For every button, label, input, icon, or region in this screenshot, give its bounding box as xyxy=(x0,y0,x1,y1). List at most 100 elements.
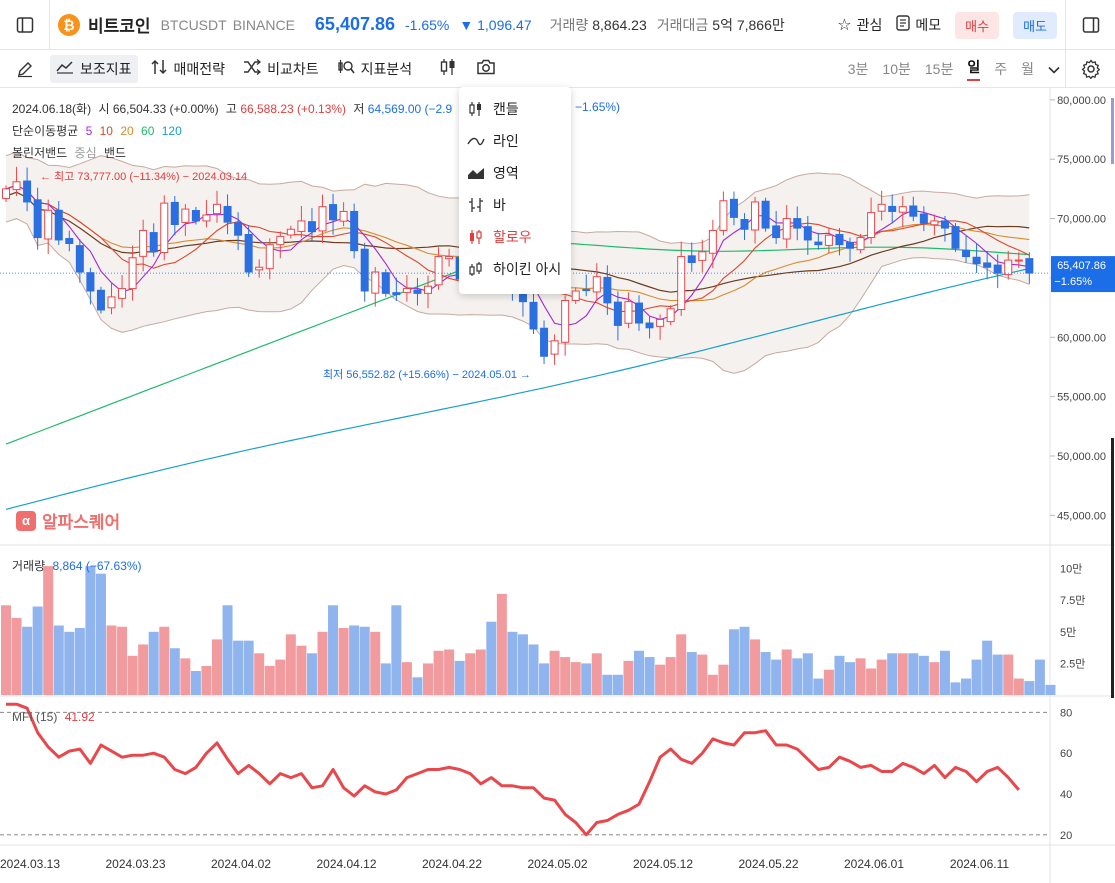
date-tick-label: 2024.04.02 xyxy=(211,857,271,871)
buy-button[interactable]: 매수 xyxy=(955,11,1000,39)
indicator-button[interactable]: 보조지표 xyxy=(50,54,138,83)
ma-60: 60 xyxy=(141,124,155,138)
chart-type-button[interactable] xyxy=(432,54,464,84)
bollinger-lower-line xyxy=(5,218,1030,374)
chart-type-bar[interactable]: 바 xyxy=(459,189,571,221)
candle-body xyxy=(708,229,717,254)
indicator-label: 보조지표 xyxy=(80,60,132,77)
candle-icon xyxy=(467,101,485,117)
legend-open-label: 시 xyxy=(98,102,110,116)
chart-type-hollow[interactable]: 할로우 xyxy=(459,221,571,253)
candle-body xyxy=(339,210,348,222)
volume-bar xyxy=(106,625,117,695)
volume-bar xyxy=(707,674,718,695)
bb-legend[interactable]: 볼린저밴드 중심 밴드 xyxy=(12,144,126,161)
chart-type-area[interactable]: 영역 xyxy=(459,157,571,189)
candle-body xyxy=(983,262,992,268)
watch-label: 관심 xyxy=(856,17,883,33)
price-tick-label: 60,000.00 xyxy=(1057,332,1106,344)
watermark-text: 알파스퀘어 xyxy=(42,513,121,532)
volume-bar xyxy=(939,650,950,695)
volume-bar xyxy=(74,628,85,695)
volume-bar xyxy=(159,626,170,695)
candle-body xyxy=(276,235,285,246)
volume-bar xyxy=(1013,678,1024,695)
memo-button[interactable]: 메모 xyxy=(896,14,941,36)
right-panel-toggle-icon[interactable] xyxy=(1065,0,1115,50)
candle-body xyxy=(772,225,781,239)
date-tick-label: 2024.04.22 xyxy=(422,857,482,871)
volume-bar xyxy=(486,621,497,695)
volume-bar xyxy=(306,653,317,695)
volume-bar xyxy=(623,660,634,695)
candle-body xyxy=(972,256,981,265)
candle-body xyxy=(919,213,928,224)
candle-body xyxy=(930,220,939,226)
candle-body xyxy=(413,289,422,294)
screenshot-button[interactable] xyxy=(470,55,502,83)
volume-bar xyxy=(686,652,697,695)
volume-bar xyxy=(1045,684,1056,695)
interval-week[interactable]: 주 xyxy=(994,61,1008,77)
settings-gear-icon[interactable] xyxy=(1065,50,1115,88)
analysis-button[interactable]: 지표분석 xyxy=(331,55,419,83)
chevron-down-icon[interactable] xyxy=(1048,61,1060,77)
volume-bar xyxy=(32,606,43,695)
ma-legend[interactable]: 단순이동평균 5 10 20 60 120 xyxy=(12,122,182,139)
volume-bar xyxy=(634,650,644,695)
interval-15m[interactable]: 15분 xyxy=(924,61,954,77)
interval-3m[interactable]: 3분 xyxy=(847,61,869,77)
candle-body xyxy=(65,238,74,244)
volume-bar xyxy=(243,640,254,695)
strategy-button[interactable]: 매매전략 xyxy=(144,55,232,83)
chart-type-heikin-ashi[interactable]: 하이킨 아시 xyxy=(459,253,571,285)
price-tick-label: 55,000.00 xyxy=(1057,392,1106,404)
volume-tick-label: 5만 xyxy=(1060,626,1076,639)
coin-name[interactable]: 비트코인 xyxy=(88,17,151,36)
volume-bar xyxy=(802,653,813,695)
candle-body xyxy=(181,208,190,223)
candle-body xyxy=(824,234,833,246)
volume-bar xyxy=(866,668,877,695)
interval-10m[interactable]: 10분 xyxy=(882,61,911,77)
volume-bar xyxy=(401,662,412,695)
sell-button[interactable]: 매도 xyxy=(1013,11,1057,39)
volume-bar xyxy=(148,631,159,695)
volume-bar xyxy=(570,662,581,695)
volume-bar xyxy=(53,625,64,695)
sidebar-toggle-icon[interactable] xyxy=(0,0,50,50)
current-price-tag-value: 65,407.86 xyxy=(1057,260,1106,272)
analysis-icon xyxy=(337,59,355,79)
volume-bar xyxy=(370,631,381,695)
compare-button[interactable]: 비교차트 xyxy=(237,55,325,83)
candle-body xyxy=(392,292,401,296)
volume-bar xyxy=(992,654,1003,695)
date-tick-label: 2024.06.01 xyxy=(844,857,904,871)
shuffle-icon xyxy=(243,58,262,79)
interval-day[interactable]: 일 xyxy=(967,57,981,81)
volume-bar xyxy=(1024,681,1035,695)
candle-body xyxy=(318,206,327,232)
candle-body xyxy=(86,272,95,292)
ma-label: 단순이동평균 xyxy=(12,124,79,138)
candle-body xyxy=(761,200,770,229)
volume-bar xyxy=(961,678,972,695)
candle-body xyxy=(371,271,380,294)
heikin-ashi-icon xyxy=(467,261,485,277)
candle-body xyxy=(888,205,897,212)
volume-value: 8,864.23 xyxy=(592,16,647,33)
volume-bar xyxy=(275,659,286,695)
legend-high: 66,588.23 (+0.13%) xyxy=(240,102,347,116)
watch-button[interactable]: ☆ 관심 xyxy=(837,15,882,35)
chart-type-line[interactable]: 라인 xyxy=(459,125,571,157)
interval-month[interactable]: 월 xyxy=(1021,61,1034,77)
volume-tick-label: 7.5만 xyxy=(1060,594,1085,607)
volume-bar xyxy=(43,566,54,695)
volume-bar xyxy=(349,625,360,695)
volume-bar xyxy=(507,631,518,695)
volume-legend: 거래량 8,864 (−67.63%) xyxy=(12,557,142,574)
drawing-pen-icon[interactable] xyxy=(0,50,50,88)
volume-bar xyxy=(750,639,761,695)
chart-type-candle[interactable]: 캔들 xyxy=(459,93,571,125)
candle-body xyxy=(350,210,359,252)
